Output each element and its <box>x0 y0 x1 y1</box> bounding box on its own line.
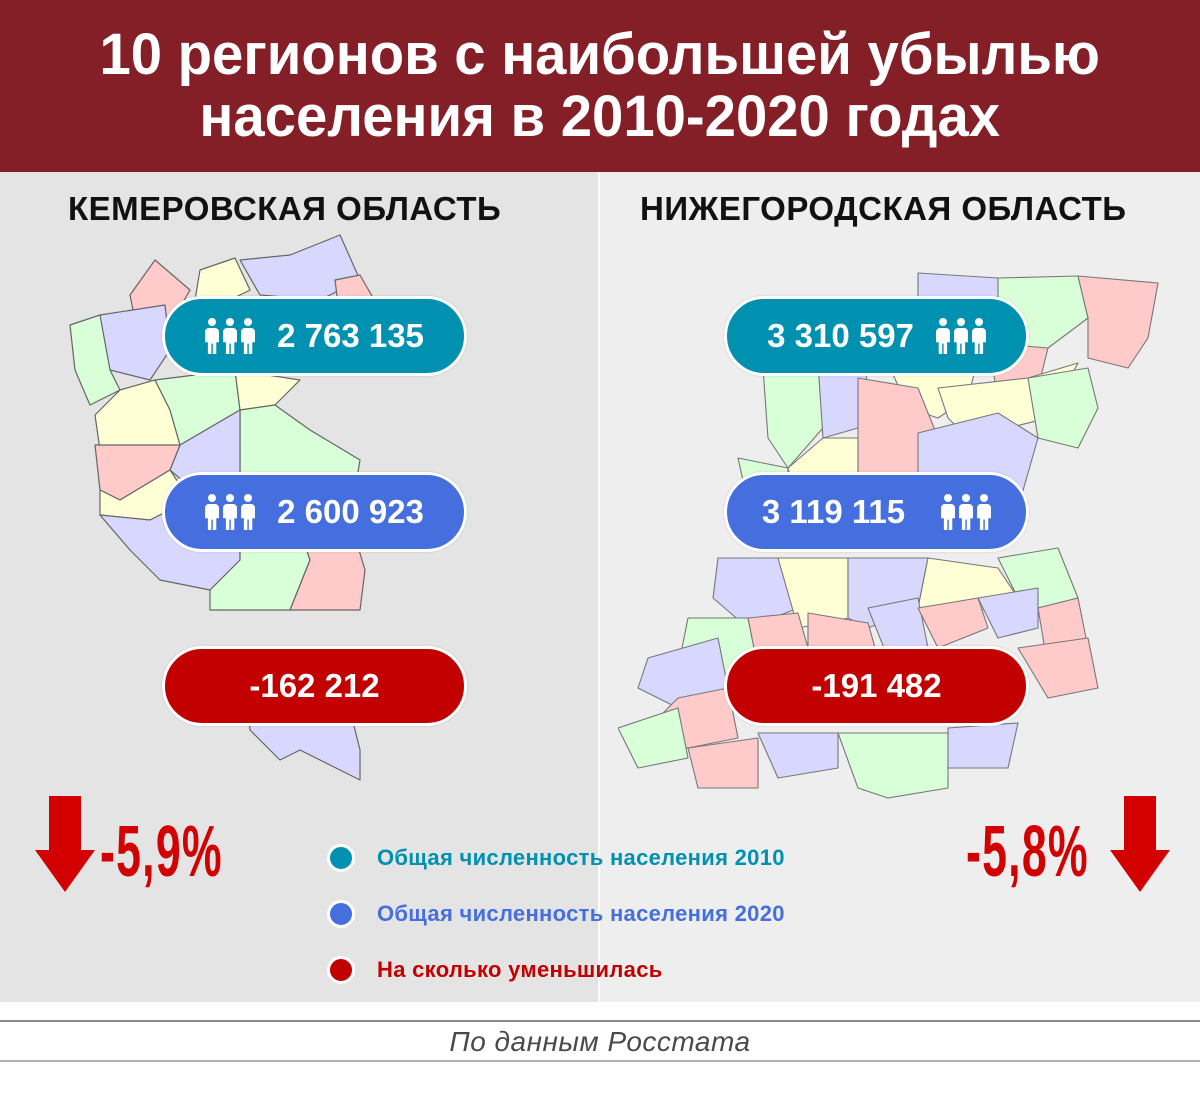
people-group-icon <box>936 318 986 354</box>
nizhny-population-2010-badge: 3 310 597 <box>724 296 1029 376</box>
kemerovo-decrease-percent: -5,9% <box>100 812 223 892</box>
nizhny-decrease-value: -191 482 <box>811 667 942 704</box>
header-banner: 10 регионов с наибольшей убылью населени… <box>0 0 1200 172</box>
source-note: По данным Росстата <box>449 1026 751 1057</box>
page-title-line2: населения в 2010-2020 годах <box>199 84 1001 149</box>
legend-item-2010: Общая численность населения 2010 <box>327 830 785 886</box>
legend-item-2020: Общая численность населения 2020 <box>327 886 785 942</box>
panel-divider <box>598 172 600 1002</box>
blue-dot-icon <box>327 900 355 928</box>
legend: Общая численность населения 2010 Общая ч… <box>327 830 785 998</box>
page-title-line1: 10 регионов с наибольшей убылью <box>99 22 1101 87</box>
kemerovo-decrease-value: -162 212 <box>249 667 380 704</box>
kemerovo-population-2010-value: 2 763 135 <box>277 317 424 354</box>
legend-item-decrease: На сколько уменьшилась <box>327 942 785 998</box>
kemerovo-population-2020-badge: 2 600 923 <box>162 472 467 552</box>
region-title-nizhny: НИЖЕГОРОДСКАЯ ОБЛАСТЬ <box>640 190 1127 227</box>
legend-label: На сколько уменьшилась <box>377 957 663 982</box>
people-group-icon <box>205 318 255 354</box>
kemerovo-population-2010-badge: 2 763 135 <box>162 296 467 376</box>
region-title-kemerovo: КЕМЕРОВСКАЯ ОБЛАСТЬ <box>68 190 502 227</box>
nizhny-decrease-badge: -191 482 <box>724 646 1029 726</box>
legend-label: Общая численность населения 2020 <box>377 901 785 926</box>
kemerovo-population-2020-value: 2 600 923 <box>277 493 424 530</box>
legend-label: Общая численность населения 2010 <box>377 845 785 870</box>
red-dot-icon <box>327 956 355 984</box>
nizhny-population-2010-value: 3 310 597 <box>767 317 914 354</box>
footer-top-divider <box>0 1020 1200 1022</box>
teal-dot-icon <box>327 844 355 872</box>
people-group-icon <box>205 494 255 530</box>
people-group-icon <box>941 494 991 530</box>
arrow-down-icon <box>1110 796 1170 892</box>
nizhny-population-2020-value: 3 119 115 <box>761 493 906 530</box>
footer-bottom-divider <box>0 1060 1200 1062</box>
kemerovo-decrease-badge: -162 212 <box>162 646 467 726</box>
nizhny-decrease-percent: -5,8% <box>966 812 1089 892</box>
nizhny-population-2020-badge: 3 119 115 <box>724 472 1029 552</box>
arrow-down-icon <box>35 796 95 892</box>
